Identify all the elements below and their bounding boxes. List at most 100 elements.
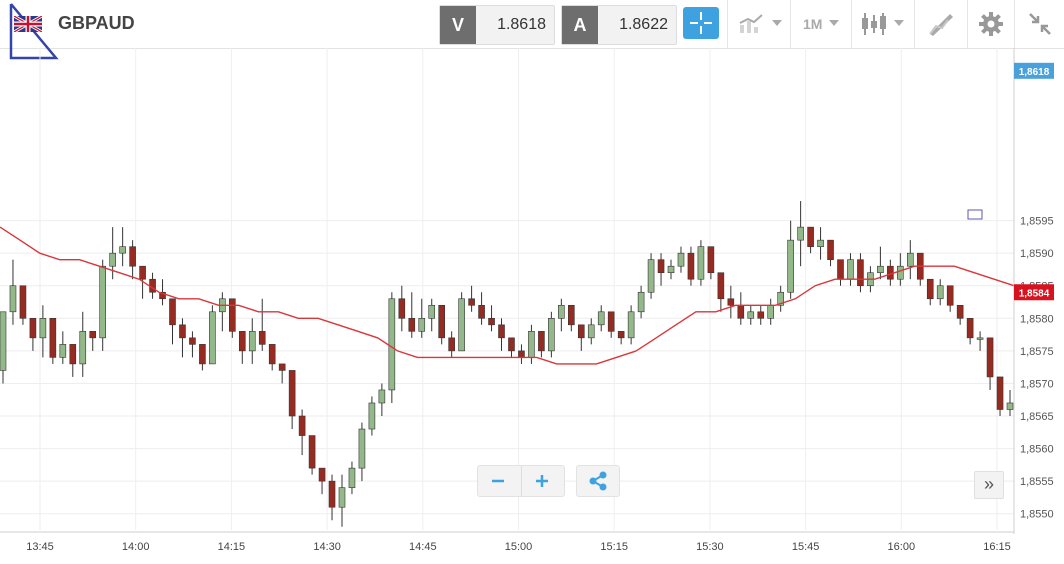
candle-body [607,311,615,332]
candle-body [837,259,844,280]
candle-body [827,239,834,260]
time-tick: 15:15 [600,541,628,553]
candle-body [209,311,216,365]
candle-body [418,318,426,332]
candle [508,337,515,358]
candle-body [597,311,605,326]
candles [0,201,1014,527]
candle [617,331,625,345]
chart-type-button[interactable] [727,0,790,48]
candle-body [528,331,535,358]
chart-type-caret [772,20,782,26]
candle [966,318,974,345]
candle-body [737,304,745,319]
symbol-title: GBPAUD [58,13,135,33]
crosshair-button[interactable] [683,7,719,39]
candle [19,285,27,325]
candle [777,285,784,312]
current-price-label: 1,8618 [1019,67,1050,78]
candle [877,246,884,280]
candle-body [777,291,784,306]
candle-body [847,259,854,280]
buy-price: 1.8622 [619,16,668,33]
candle-body [368,402,376,430]
candle-body [169,298,176,326]
drawing-tool-button[interactable] [914,0,967,48]
candle-body [697,246,705,280]
candle [338,474,346,527]
candle [9,259,17,325]
price-tick: 1,8595 [1020,216,1054,228]
candle-body [348,467,356,488]
zoom-out-button[interactable] [478,466,518,496]
time-tick: 14:45 [409,541,437,553]
candle [179,318,186,358]
time-tick: 15:30 [696,541,724,553]
price-tick: 1,8575 [1020,346,1054,358]
candle-body [897,265,904,280]
candle [717,272,725,312]
price-tick: 1,8555 [1020,476,1054,488]
candle-body [298,415,306,436]
candle [597,305,605,332]
buy-price-button[interactable]: A 1.8622 [561,5,677,45]
candle [238,331,246,364]
candle-body [109,252,116,267]
candle-body [229,298,236,332]
price-tick: 1,8550 [1020,509,1054,521]
candle-body [99,265,107,339]
candle-body [857,259,864,287]
price-tick: 1,8560 [1020,444,1054,456]
candle [797,201,804,267]
candle [558,298,565,332]
minimize-icon [1029,13,1051,35]
candle-body [1006,402,1014,410]
candle-body [199,344,206,365]
candle-body [568,304,575,326]
price-chart[interactable]: 1,85951,85901,85851,85801,85751,85701,85… [0,48,1064,564]
candle [498,318,505,351]
candle-body [0,311,7,371]
candle-body [667,265,675,274]
candle-body [119,246,126,254]
candle [139,265,146,299]
candle [368,396,376,436]
candle [986,337,994,390]
share-button[interactable] [576,465,620,497]
candle-body [518,350,525,358]
candle-body [966,318,974,339]
candle-body [358,428,366,469]
candle [89,331,97,351]
candle-body [637,291,645,313]
candle [568,304,575,332]
minimize-button[interactable] [1014,0,1064,48]
candle [996,376,1004,417]
candle-body [717,272,725,300]
candlestick-button[interactable] [851,0,914,48]
zoom-out-icon [492,479,504,483]
timeframe-label: 1M [803,16,823,32]
crosshair-icon [690,12,712,34]
fast-forward-button[interactable]: » [974,471,1004,499]
candle-body [458,298,465,352]
candle-body [956,304,964,319]
candle-body [79,331,87,365]
candle [378,383,386,417]
timeframe-button[interactable]: 1M [790,0,851,48]
candle-body [258,331,266,345]
candle [209,305,216,365]
candle-body [707,246,715,274]
time-axis: 13:45 14:00 14:15 14:30 14:45 15:00 15:15 15:30… [0,531,1014,553]
candle [298,409,306,456]
zoom-in-button[interactable] [522,466,562,496]
candle [448,331,455,358]
price-tick: 1,8580 [1020,313,1054,325]
uk-flag-icon [14,16,42,32]
time-tick: 14:15 [218,541,246,553]
settings-button[interactable] [967,0,1014,48]
candle-body [508,337,515,352]
candle [478,292,485,325]
sell-price-button[interactable]: V 1.8618 [439,5,555,45]
candle-body [926,278,934,300]
drawing-tool-icon [929,14,953,36]
